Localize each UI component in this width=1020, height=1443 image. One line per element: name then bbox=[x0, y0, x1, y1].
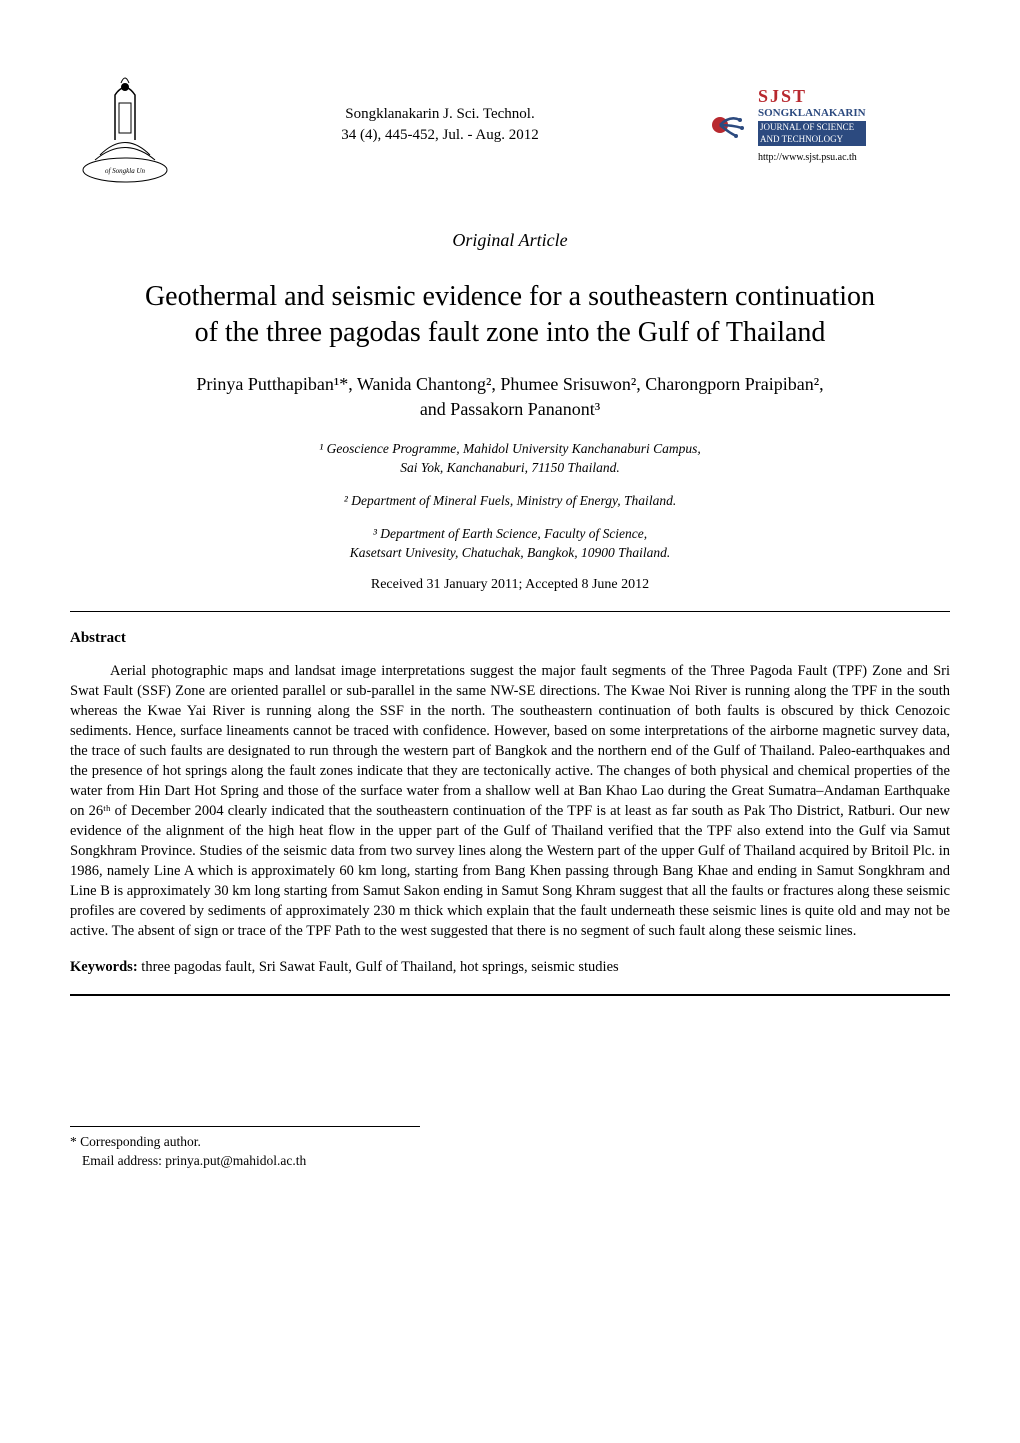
abstract-heading: Abstract bbox=[70, 630, 950, 647]
article-dates: Received 31 January 2011; Accepted 8 Jun… bbox=[70, 577, 950, 593]
title-line-1: Geothermal and seismic evidence for a so… bbox=[145, 281, 875, 312]
affiliation-1-line-1: ¹ Geoscience Programme, Mahidol Universi… bbox=[319, 441, 701, 456]
corresponding-author-footnote: * Corresponding author. Email address: p… bbox=[70, 1133, 950, 1171]
svg-text:of Songkla Un: of Songkla Un bbox=[105, 167, 146, 175]
affiliation-1: ¹ Geoscience Programme, Mahidol Universi… bbox=[70, 440, 950, 478]
affiliation-2: ² Department of Mineral Fuels, Ministry … bbox=[70, 492, 950, 511]
article-title: Geothermal and seismic evidence for a so… bbox=[70, 279, 950, 352]
authors-line-1: Prinya Putthapiban¹*, Wanida Chantong², … bbox=[196, 374, 823, 394]
sjst-subtitle2: AND TECHNOLOGY bbox=[758, 133, 866, 146]
university-logo-left: of Songkla Un bbox=[70, 60, 180, 190]
footnote-separator bbox=[70, 1126, 420, 1127]
sjst-url: http://www.sjst.psu.ac.th bbox=[758, 152, 866, 164]
affiliation-3: ³ Department of Earth Science, Faculty o… bbox=[70, 525, 950, 563]
rule-below-keywords bbox=[70, 994, 950, 996]
author-list: Prinya Putthapiban¹*, Wanida Chantong², … bbox=[70, 372, 950, 422]
journal-issue: 34 (4), 445-452, Jul. - Aug. 2012 bbox=[341, 125, 539, 146]
title-line-2: of the three pagodas fault zone into the… bbox=[195, 317, 826, 348]
affiliation-1-line-2: Sai Yok, Kanchanaburi, 71150 Thailand. bbox=[400, 460, 619, 475]
page-header: of Songkla Un Songklanakarin J. Sci. Tec… bbox=[70, 60, 950, 190]
journal-name: Songklanakarin J. Sci. Technol. bbox=[341, 104, 539, 125]
article-type: Original Article bbox=[70, 230, 950, 251]
keywords: Keywords: three pagodas fault, Sri Sawat… bbox=[70, 959, 950, 976]
abstract-body: Aerial photographic maps and landsat ima… bbox=[70, 661, 950, 941]
keywords-label: Keywords: bbox=[70, 959, 138, 975]
psu-crest-icon: of Songkla Un bbox=[75, 65, 175, 185]
sjst-subtitle1: JOURNAL OF SCIENCE bbox=[758, 121, 866, 134]
journal-citation: Songklanakarin J. Sci. Technol. 34 (4), … bbox=[341, 104, 539, 146]
sjst-acronym: SJST bbox=[758, 86, 866, 108]
journal-logo-right: SJST SONGKLANAKARIN JOURNAL OF SCIENCE A… bbox=[700, 86, 950, 164]
affiliation-2-line-1: ² Department of Mineral Fuels, Ministry … bbox=[344, 493, 676, 508]
authors-line-2: and Passakorn Pananont³ bbox=[420, 399, 600, 419]
sjst-emblem-icon bbox=[700, 100, 750, 150]
footnote-line-2: Email address: prinya.put@mahidol.ac.th bbox=[70, 1152, 950, 1171]
keywords-text: three pagodas fault, Sri Sawat Fault, Gu… bbox=[138, 959, 619, 975]
sjst-full-name: SONGKLANAKARIN bbox=[758, 107, 866, 120]
sjst-text-block: SJST SONGKLANAKARIN JOURNAL OF SCIENCE A… bbox=[758, 86, 866, 164]
rule-above-abstract bbox=[70, 611, 950, 612]
affiliation-3-line-2: Kasetsart Univesity, Chatuchak, Bangkok,… bbox=[350, 545, 671, 560]
affiliation-3-line-1: ³ Department of Earth Science, Faculty o… bbox=[373, 526, 647, 541]
footnote-line-1: * Corresponding author. bbox=[70, 1133, 950, 1152]
